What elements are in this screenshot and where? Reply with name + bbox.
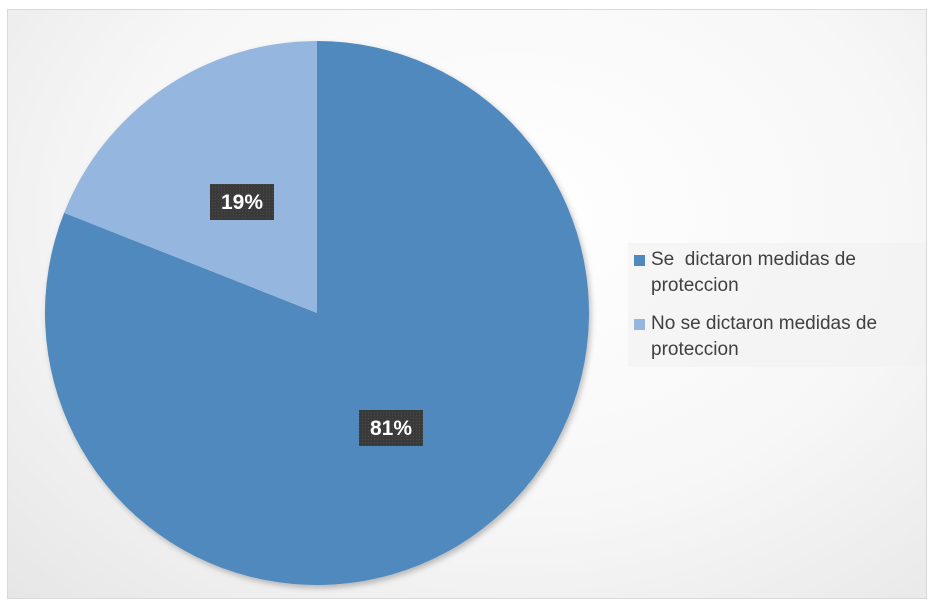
data-label-box	[210, 184, 274, 220]
data-label-box	[359, 410, 423, 446]
data-label-2: 19%	[210, 184, 274, 220]
legend-label: No se dictaron medidas de proteccion	[651, 313, 878, 360]
pie-slice-1	[44, 41, 589, 585]
pie-chart: 81% 19%	[44, 41, 589, 585]
pie-data-labels: 81% 19%	[210, 184, 423, 446]
legend-item-1: Se dictaron medidas de proteccion	[634, 247, 924, 299]
chart-area: 81% 19% Se dictaron medidas de proteccion…	[7, 9, 927, 599]
legend-swatch	[634, 319, 645, 330]
data-label-1: 81%	[359, 410, 423, 446]
pie-slices	[44, 41, 589, 585]
legend-item-2: No se dictaron medidas de proteccion	[634, 311, 924, 363]
chart-legend: Se dictaron medidas de proteccion No se d…	[628, 243, 926, 367]
data-label-text: 19%	[221, 191, 263, 214]
legend-label: Se dictaron medidas de proteccion	[651, 249, 856, 296]
legend-swatch	[634, 255, 645, 266]
data-label-text: 81%	[370, 417, 412, 440]
pie-slice-2	[64, 41, 317, 313]
